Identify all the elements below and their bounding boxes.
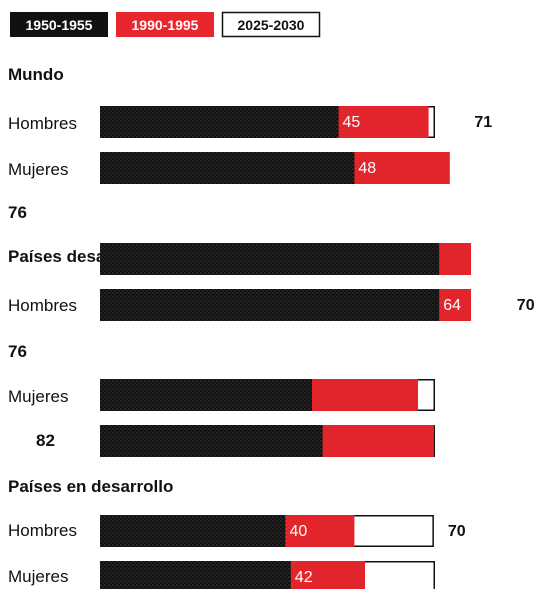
- bar-1-value-label: 48: [358, 160, 376, 177]
- bar-3-1950-1955: [100, 289, 440, 321]
- group-after-mundo: 76: [8, 203, 27, 222]
- group-title-en-desarrollo: Países en desarrollo: [8, 477, 173, 496]
- legend-label-2025: 2025-2030: [238, 17, 305, 33]
- bar-6-1950-1955: [100, 515, 286, 547]
- row-label-mundo-mujeres: Mujeres: [8, 160, 68, 179]
- bar-0-value-label: 45: [343, 114, 361, 131]
- title-strip: [0, 0, 535, 4]
- row-label-desarrollados-mujeres: Mujeres: [8, 387, 68, 406]
- row-label-desarrollados-82: 82: [36, 431, 55, 450]
- bar-2-1950-1955: [100, 243, 440, 275]
- bars-layer: 45 71 48 64 70 40 70 42: [100, 106, 535, 589]
- bar-1-1950-1955: [100, 152, 355, 184]
- bar-6-end-label: 70: [448, 523, 466, 540]
- legend-label-1950: 1950-1955: [26, 17, 93, 33]
- bar-0-end-label: 71: [474, 114, 492, 131]
- legend-swatch-1990: [116, 12, 214, 37]
- bar-5-1950-1955: [100, 425, 323, 457]
- group-title-mundo: Mundo: [8, 65, 64, 84]
- legend: 1950-1955 1990-1995 2025-2030: [10, 11, 321, 38]
- bar-4-1950-1955: [100, 379, 312, 411]
- bar-6-value-label: 40: [290, 523, 308, 540]
- bar-3-value-label: 64: [443, 297, 461, 314]
- row-label-desarrollados-hombres: Hombres: [8, 296, 77, 315]
- row-label-en-desarrollo-mujeres: Mujeres: [8, 567, 68, 586]
- legend-swatch-1950: [10, 12, 108, 37]
- bar-3-end-label: 70: [517, 297, 535, 314]
- bar-7-value-label: 42: [295, 569, 313, 586]
- row-label-mundo-hombres: Hombres: [8, 114, 77, 133]
- row-label-en-desarrollo-hombres: Hombres: [8, 521, 77, 540]
- bar-7-1950-1955: [100, 561, 291, 589]
- legend-swatch-2025: [221, 11, 321, 38]
- legend-label-1990: 1990-1995: [132, 17, 199, 33]
- group-after-desarrollados: 76: [8, 342, 27, 361]
- bar-0-1950-1955: [100, 106, 339, 138]
